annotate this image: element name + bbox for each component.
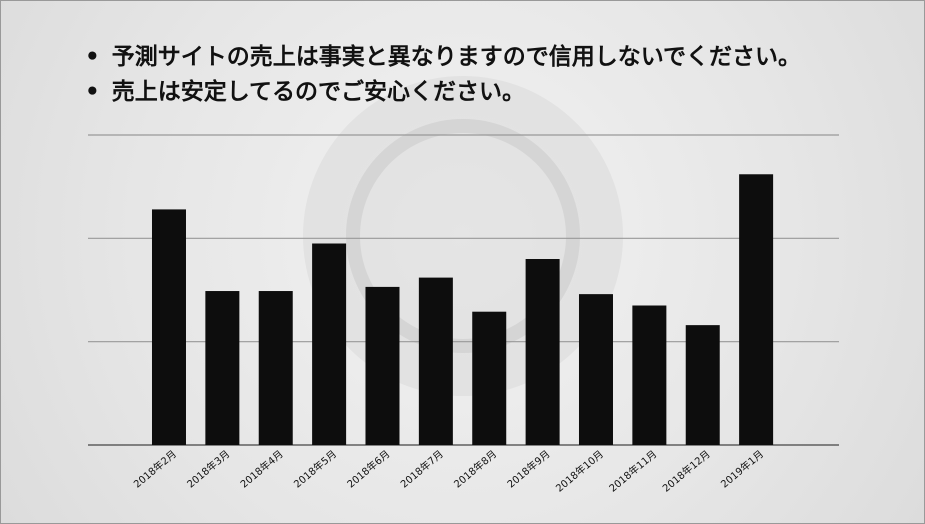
background-ring [346, 119, 580, 353]
bar [739, 174, 774, 445]
x-tick-label: 2018年7月 [398, 447, 446, 490]
x-tick-label: 2018年5月 [291, 447, 339, 490]
bar [258, 291, 293, 445]
x-tick-label: 2018年10月 [553, 447, 606, 494]
bar [632, 305, 667, 445]
x-tick-label: 2018年2月 [131, 447, 179, 490]
bar [205, 291, 240, 445]
bar [418, 277, 453, 445]
x-tick-label: 2018年8月 [451, 447, 499, 490]
bullet-text: 予測サイトの売上は事実と異なりますので信用しないでください。 [85, 37, 801, 71]
x-tick-label: 2018年11月 [606, 447, 659, 494]
bar [365, 286, 400, 445]
x-tick-label: 2018年6月 [344, 447, 392, 490]
bullet-text: 売上は安定してるのでご安心ください。 [85, 72, 525, 106]
bar [472, 311, 507, 445]
bar [312, 243, 347, 445]
x-tick-label: 2018年4月 [238, 447, 286, 490]
bar [578, 294, 613, 445]
x-tick-label: 2018年3月 [184, 447, 232, 490]
x-tick-label: 2018年9月 [504, 447, 552, 490]
bar [685, 325, 720, 445]
bar [525, 259, 560, 445]
x-tick-label: 2019年1月 [718, 447, 766, 490]
bar [151, 209, 186, 445]
x-tick-label: 2018年12月 [660, 447, 713, 494]
